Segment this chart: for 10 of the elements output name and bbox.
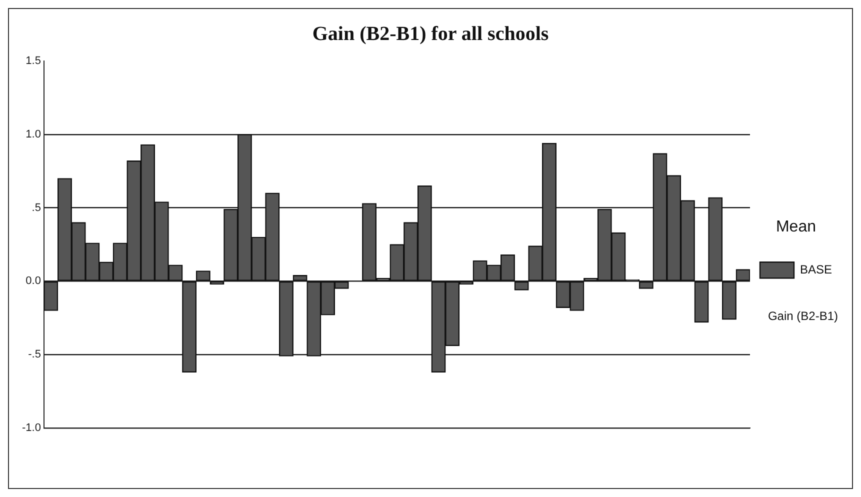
text: Gain (B2-B1) [768,309,838,323]
y-tick-label: -1.0 [22,422,41,434]
chart-title: Gain (B2-B1) for all schools [312,23,549,46]
legend-title: Mean [776,218,816,236]
y-tick-label: 1.0 [26,128,41,140]
legend-label: BASE [800,262,832,276]
y-tick-label: 0.0 [26,275,41,288]
y-tick-label: -.5 [28,348,41,361]
y-tick-label: 1.5 [26,55,41,68]
y-tick-label: .5 [32,202,41,214]
